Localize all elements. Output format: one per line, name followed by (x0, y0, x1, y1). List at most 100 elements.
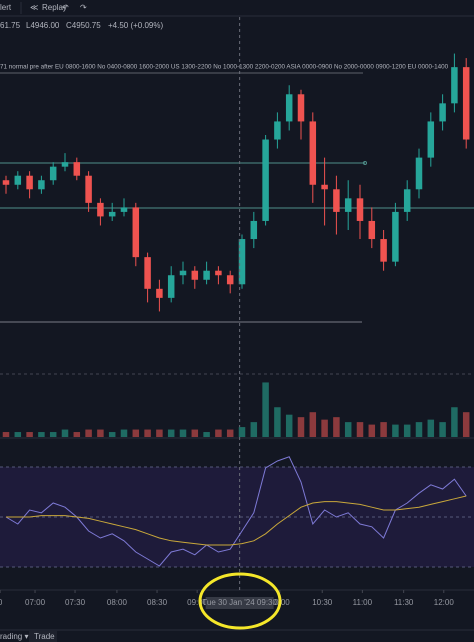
volume-bar (49, 432, 57, 437)
volume-bar (309, 412, 317, 437)
legend-close: C4950.75 (66, 21, 101, 30)
volume-bar (274, 407, 281, 437)
volume-bar (26, 432, 33, 437)
redo-button[interactable]: ↷ (80, 3, 87, 12)
volume-bar (156, 429, 163, 437)
volume-bar (262, 382, 269, 437)
volume-bar (108, 432, 116, 437)
candle-body (356, 198, 364, 221)
candle-body (144, 257, 151, 289)
x-tick-label: 11:30 (394, 598, 414, 607)
volume-bar (167, 429, 175, 437)
trading-tab[interactable]: rading ▾ (0, 632, 28, 641)
bottom-bar (0, 630, 474, 642)
volume-bar (38, 432, 45, 437)
candle-body (167, 275, 175, 298)
candle-body (262, 139, 269, 221)
trade-tab[interactable]: Trade (34, 632, 55, 641)
volume-bar (132, 429, 140, 437)
volume-bar (215, 429, 222, 437)
candle-body (85, 175, 92, 203)
volume-bar (427, 419, 435, 437)
volume-bar (368, 424, 376, 437)
undo-button[interactable]: ↶ (62, 3, 69, 12)
candle-body (439, 103, 446, 122)
candle-body (179, 270, 187, 276)
candle-body (344, 198, 352, 212)
alert-button[interactable]: lert (0, 3, 12, 12)
candle-body (73, 162, 81, 176)
candle-body (108, 211, 116, 217)
volume-bar (61, 429, 69, 437)
candle-body (61, 162, 69, 167)
candle-body (49, 166, 57, 181)
oscillator-line (6, 495, 467, 546)
x-tick-label: 07:30 (65, 598, 86, 607)
volume-bar (203, 432, 210, 437)
replay-button[interactable]: Replay (42, 3, 67, 12)
volume-bar (14, 432, 22, 437)
volume-bar (2, 432, 10, 437)
candle-body (215, 270, 222, 276)
volume-bar (344, 422, 352, 437)
legend-high: 61.75 (0, 21, 21, 30)
x-tick-label: 12:00 (434, 598, 455, 607)
candle-body (250, 220, 258, 240)
candle-body (97, 202, 104, 217)
candle-body (380, 239, 387, 262)
volume-bar (120, 429, 128, 437)
toolbar (0, 0, 474, 22)
volume-bar (403, 424, 411, 437)
candle-body (14, 175, 22, 185)
crosshair-label: Tue 30 Jan '24 09:30 (202, 598, 277, 607)
volume-bar (380, 422, 387, 437)
candle-body (403, 189, 411, 212)
crosshair-label-bg (205, 597, 274, 609)
candle-body (415, 157, 423, 190)
candle-body (132, 207, 140, 258)
volume-bar (73, 432, 81, 437)
candle-body (120, 207, 128, 212)
volume-bar (144, 429, 151, 437)
x-tick-label: 10:30 (312, 598, 333, 607)
candle-body (462, 67, 470, 140)
x-tick-label: 08:00 (107, 598, 128, 607)
candle-body (203, 270, 210, 280)
volume-bar (179, 429, 187, 437)
candle-body (333, 189, 340, 212)
candle-body (451, 67, 458, 104)
volume-bar (97, 429, 104, 437)
volume-bar (462, 412, 470, 437)
candle-body (392, 211, 399, 262)
candle-body (274, 121, 281, 140)
volume-bar (321, 419, 328, 437)
session-info: 71 normal pre after EU 0800-1600 No 0400… (0, 64, 449, 71)
trade-tab-bg (29, 631, 57, 642)
candle-body (238, 239, 246, 285)
volume-bar (191, 429, 199, 437)
candle-body (297, 94, 305, 122)
volume-bar (415, 422, 423, 437)
volume-bar (333, 417, 340, 437)
candle-body (191, 270, 199, 280)
volume-bar (238, 427, 246, 437)
volume-bar (85, 429, 92, 437)
candle-body (2, 180, 10, 185)
highlight-circle (198, 572, 282, 630)
x-tick-label: 07:00 (25, 598, 46, 607)
x-tick-label: 11:00 (353, 598, 373, 607)
candle-body (321, 184, 328, 190)
candle-body (368, 220, 376, 240)
volume-bar (356, 422, 364, 437)
x-tick-label: 0 (0, 598, 3, 607)
candle-body (26, 175, 33, 190)
candle-body (427, 121, 435, 158)
volume-bar (285, 414, 293, 437)
volume-bar (297, 417, 305, 437)
legend-change: +4.50 (+0.09%) (108, 21, 163, 30)
x-tick-label: 08:30 (147, 598, 168, 607)
candle-body (309, 121, 317, 185)
volume-bar (250, 422, 258, 437)
x-tick-label: 09:00 (187, 598, 208, 607)
